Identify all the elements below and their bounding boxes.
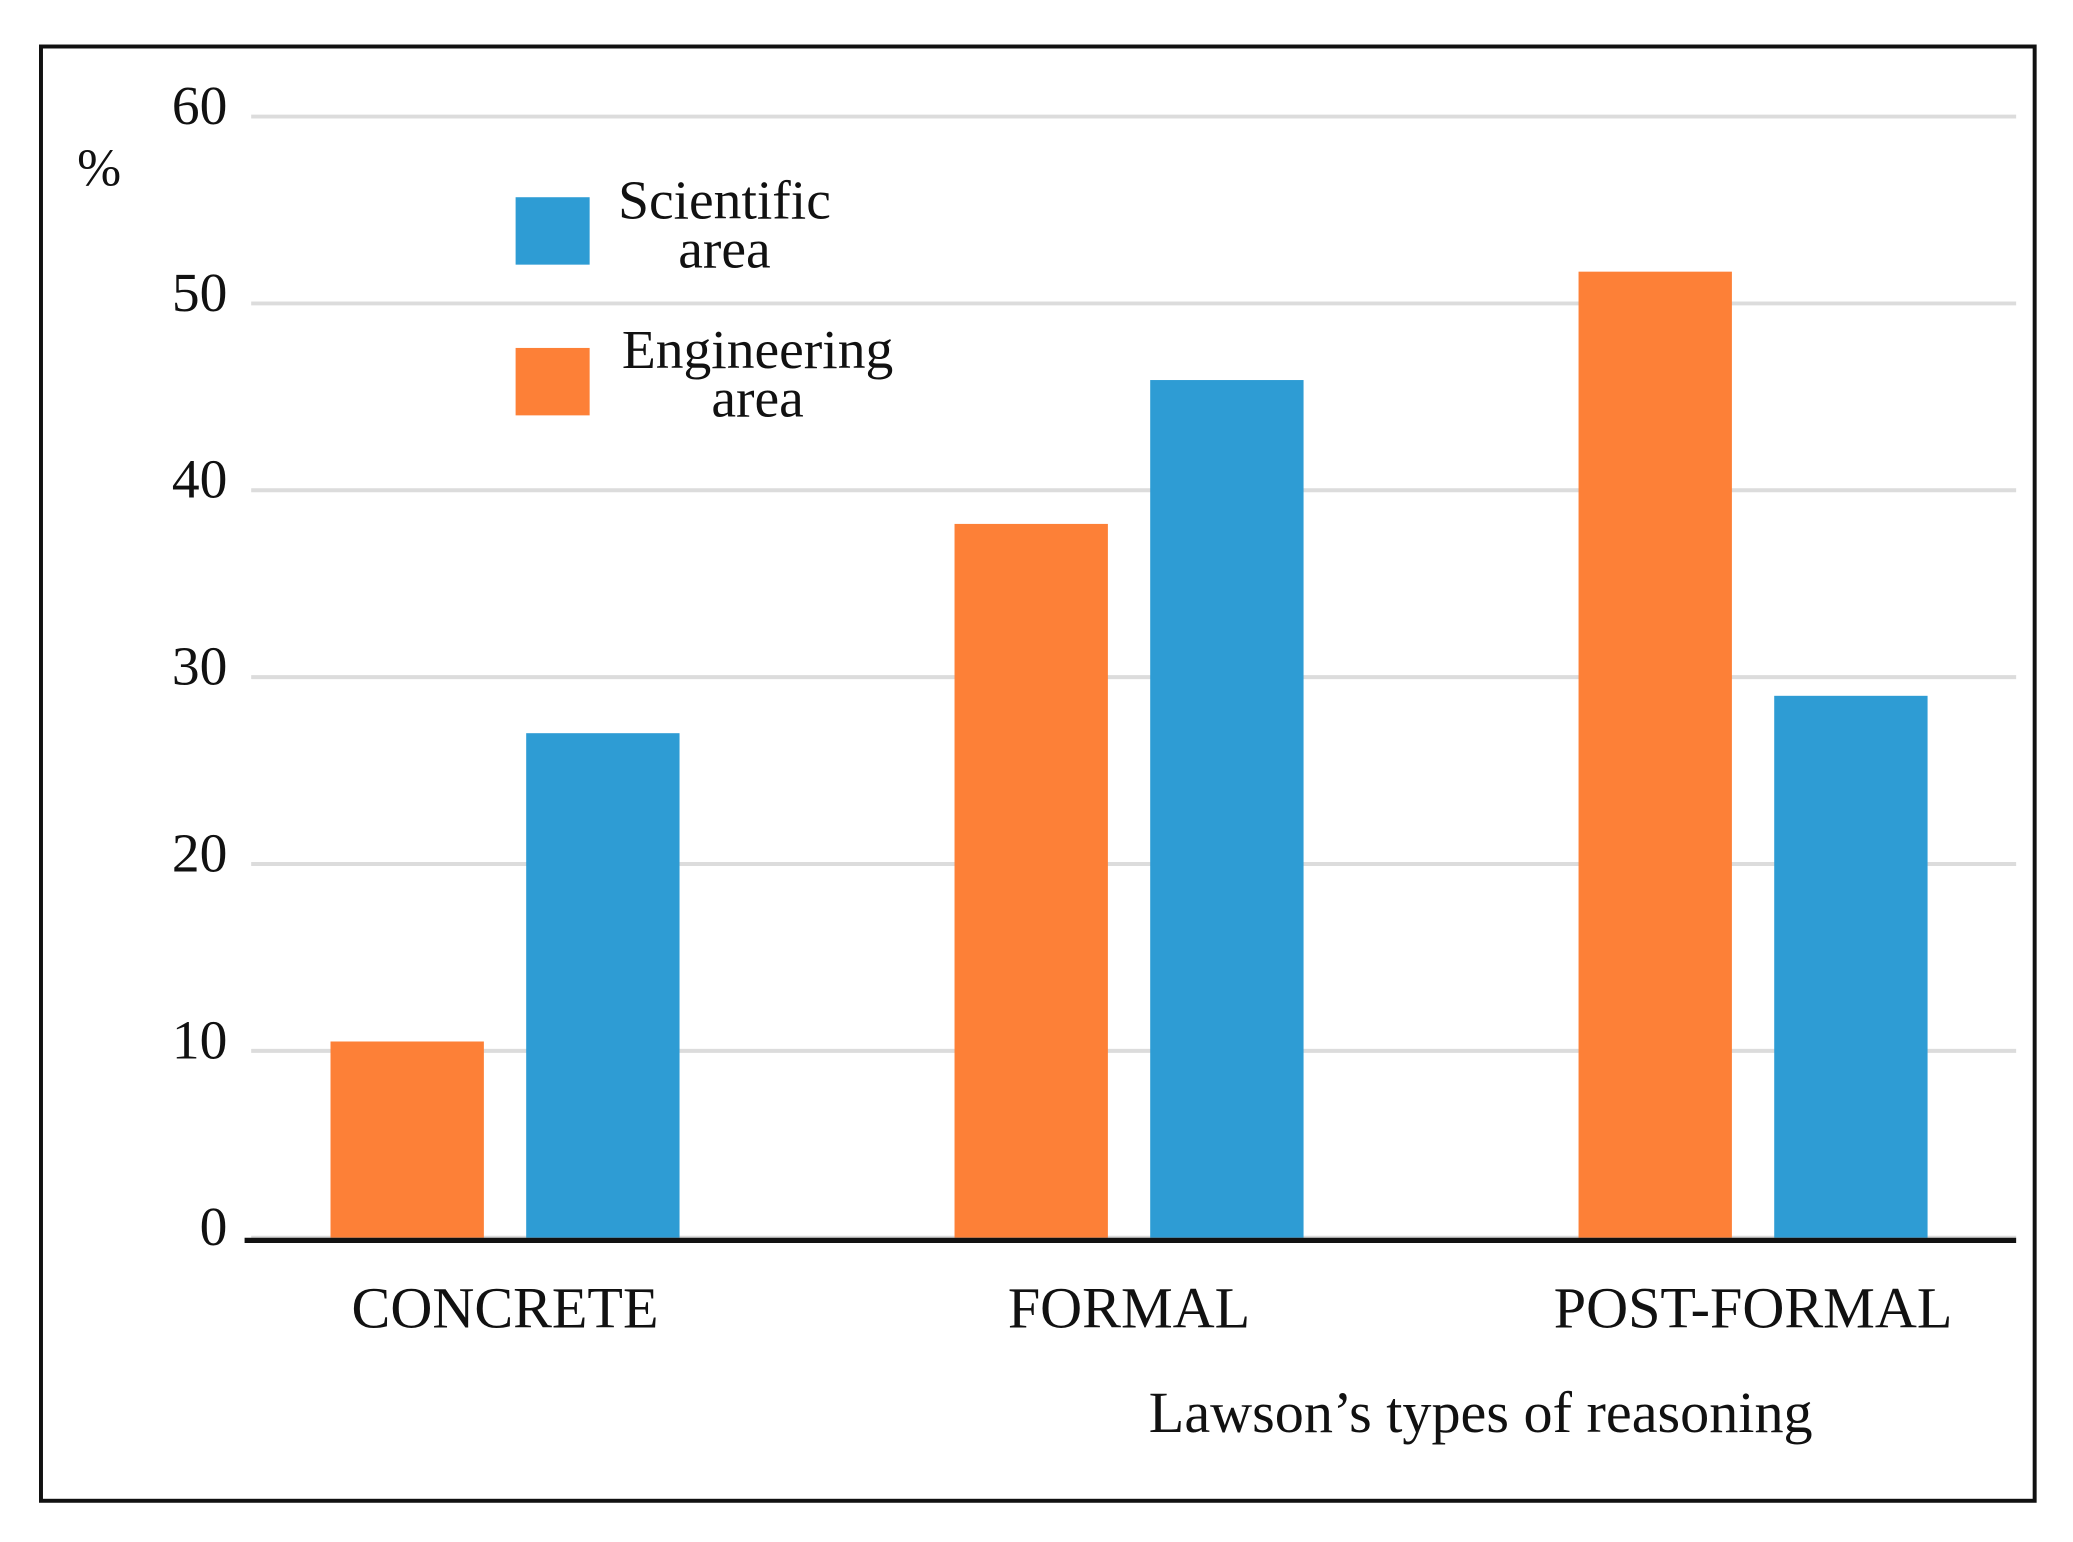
legend-swatch bbox=[515, 347, 590, 416]
bar bbox=[1150, 380, 1304, 1238]
x-tick-label: FORMAL bbox=[1008, 1276, 1250, 1341]
legend-label-box: Scientific area bbox=[618, 177, 831, 281]
y-axis-label: % bbox=[77, 140, 121, 198]
bar bbox=[330, 1041, 484, 1238]
bar bbox=[954, 523, 1108, 1238]
x-tick-label: CONCRETE bbox=[352, 1276, 659, 1341]
x-tick-label: POST-FORMAL bbox=[1554, 1276, 1953, 1341]
legend-label: Engineering area bbox=[621, 326, 894, 430]
y-tick-label: 30 bbox=[172, 637, 228, 698]
legend-swatch bbox=[515, 197, 590, 265]
bar bbox=[1774, 695, 1928, 1238]
y-tick-label: 0 bbox=[200, 1197, 228, 1258]
y-tick-label: 50 bbox=[172, 263, 228, 324]
y-tick-label: 40 bbox=[172, 450, 228, 511]
y-tick-label: 20 bbox=[172, 823, 228, 884]
legend-label: Scientific area bbox=[618, 177, 831, 281]
bar bbox=[526, 733, 680, 1238]
y-tick-label: 60 bbox=[172, 76, 228, 137]
x-axis-label: Lawson’s types of reasoning bbox=[1149, 1380, 1813, 1445]
bar bbox=[1578, 271, 1732, 1238]
y-tick-label: 10 bbox=[172, 1010, 228, 1071]
legend-label-box: Engineering area bbox=[621, 326, 894, 430]
